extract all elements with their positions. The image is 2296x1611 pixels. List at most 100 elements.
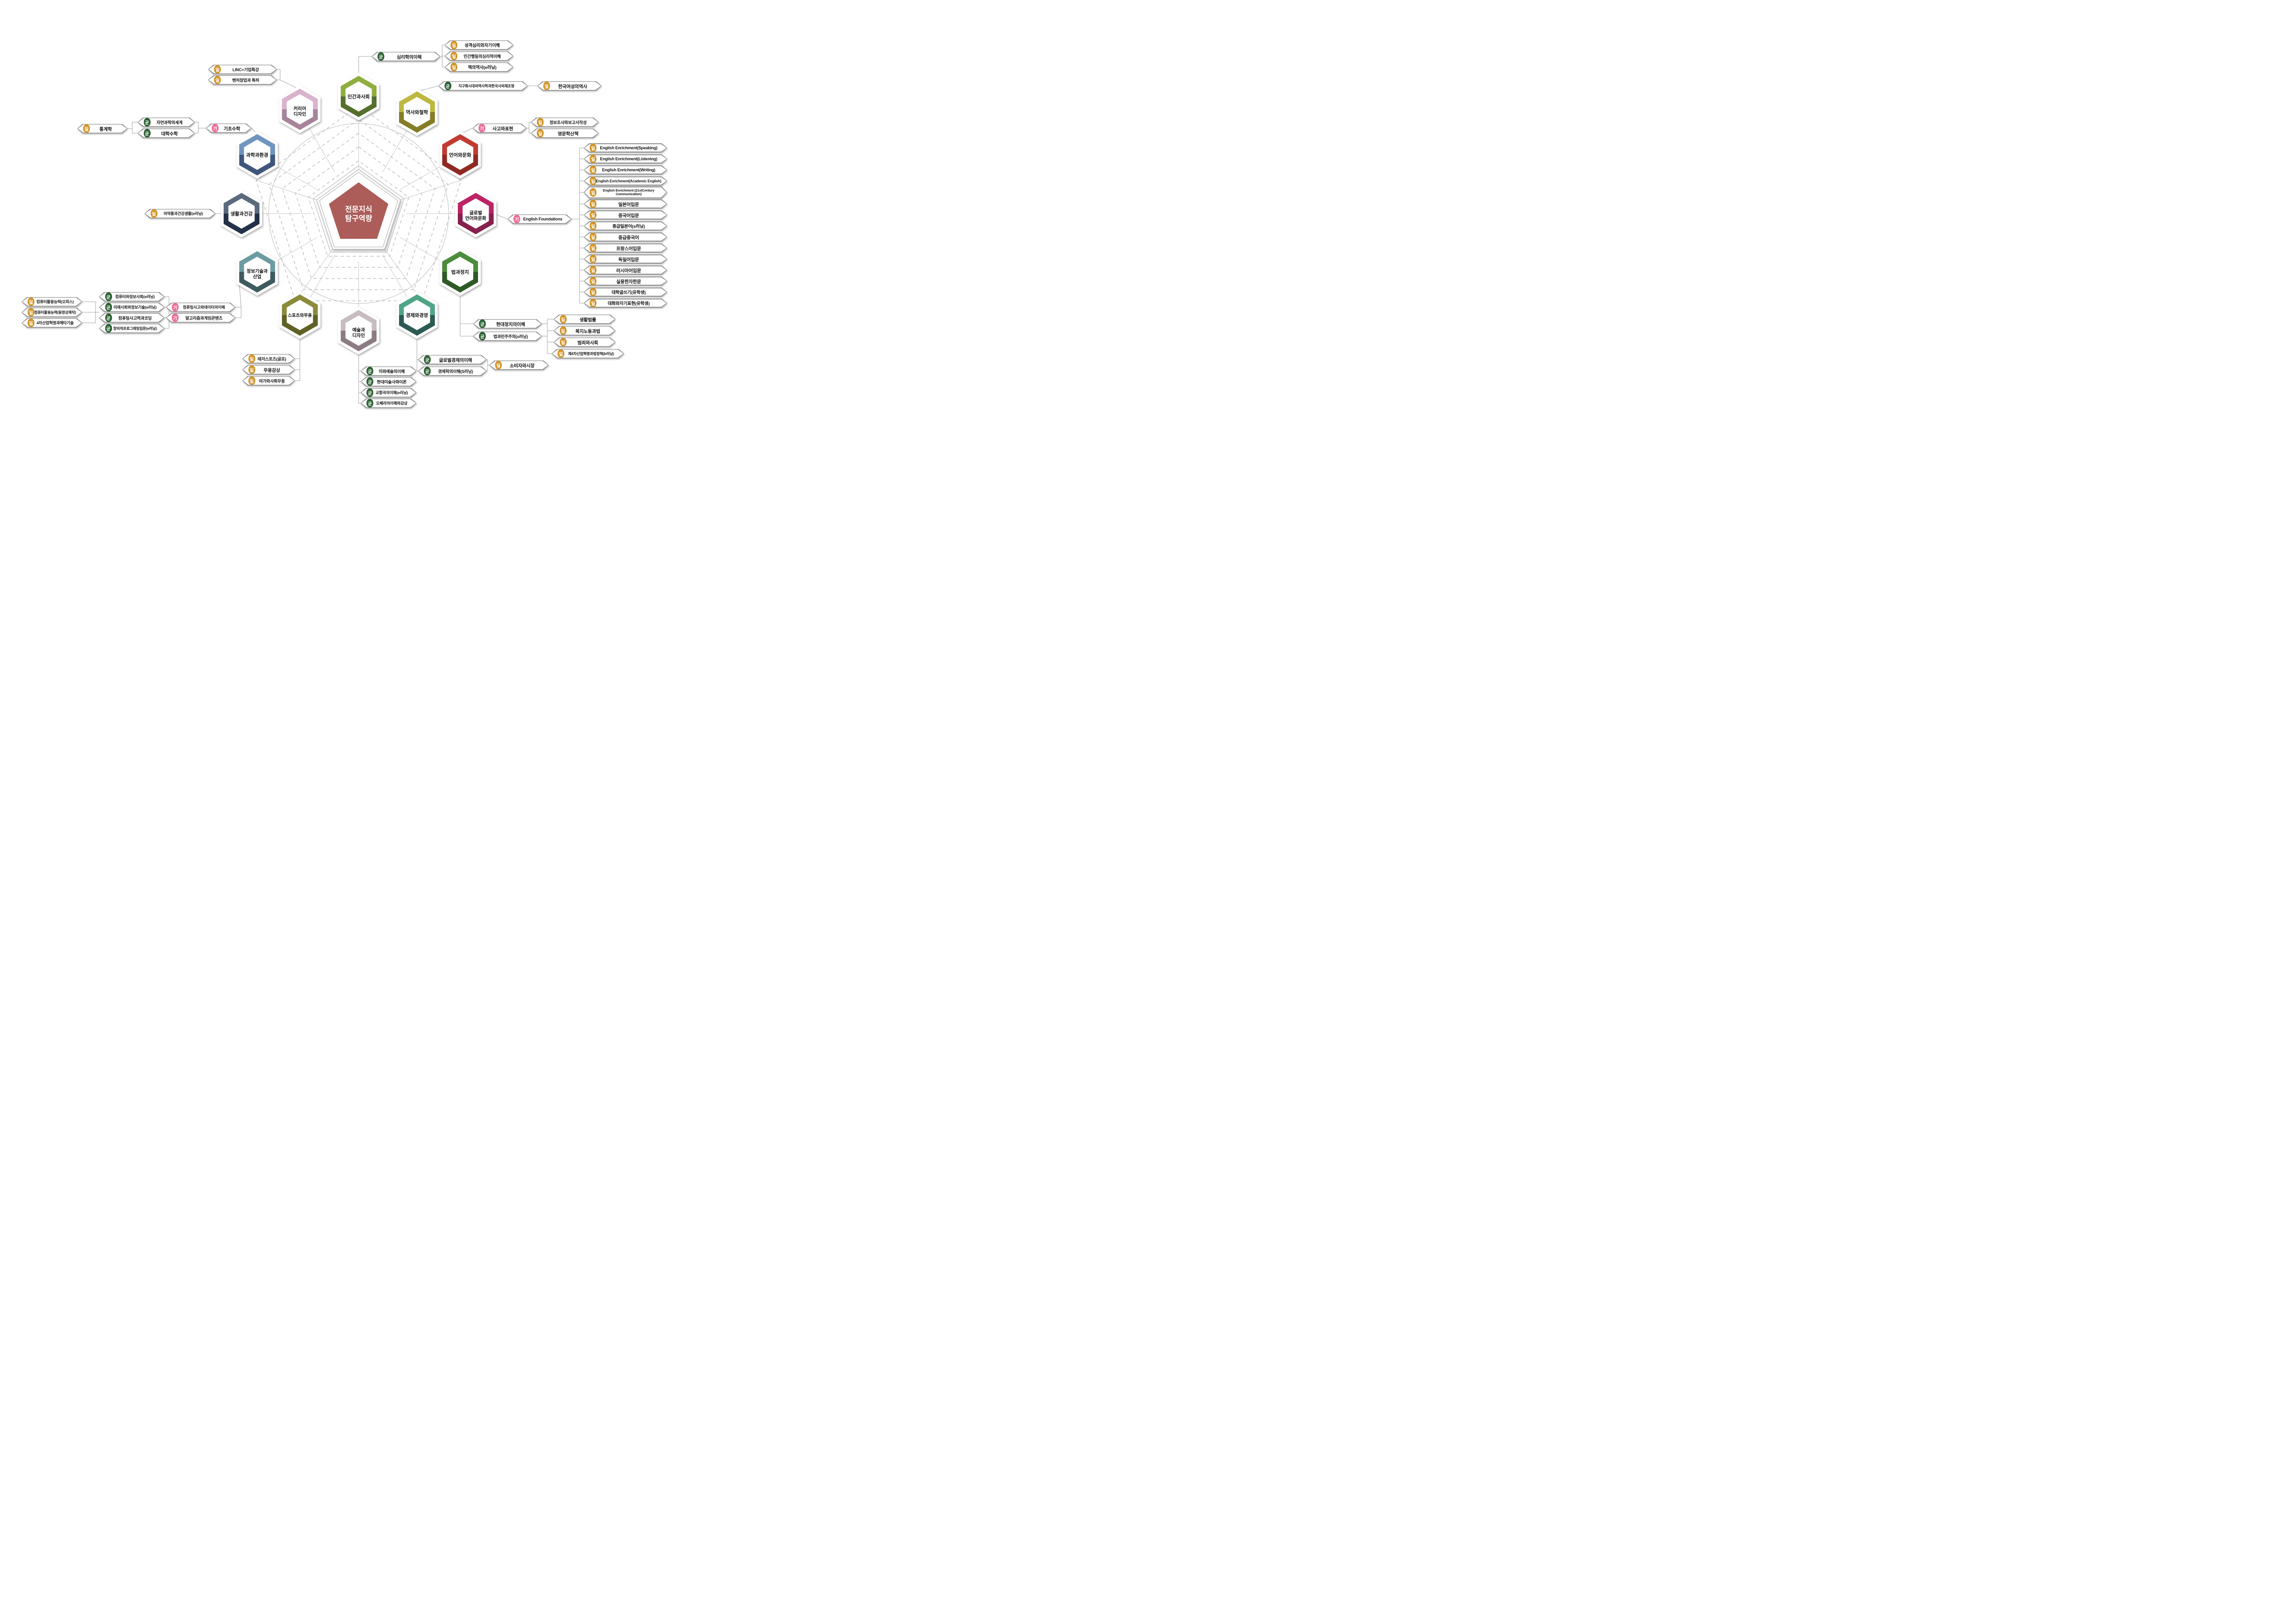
course-label: 통계학 [99, 127, 112, 132]
course-chip: 균 교향곡의이해(e러닝) [360, 388, 416, 398]
course-label: 대학글쓰기(유학생) [611, 290, 646, 295]
category-label: 언어와문화 [465, 215, 487, 221]
category-hexagon-sports-dance: 스포츠와무용 [279, 291, 321, 339]
category-label: 디자인 [293, 111, 306, 117]
course-type-badge: 일 [557, 349, 564, 358]
course-chip: 균 현대정치의이해 [473, 319, 542, 329]
course-chip: 균 미와예술의이해 [360, 366, 416, 376]
chip-background [585, 288, 667, 296]
course-type-badge: 일 [450, 51, 457, 61]
course-chip: 기 알고리즘과게임콘텐츠 [166, 313, 236, 323]
course-type-badge: 균 [424, 366, 431, 376]
course-label: 미와예술의이해 [378, 369, 405, 374]
course-label: English Enrichment(Writing) [602, 168, 655, 172]
chip-background [585, 166, 667, 174]
course-type-badge: 일 [590, 210, 597, 220]
course-chip: 일 소비자와시장 [489, 361, 549, 370]
chip-background [445, 41, 513, 49]
category-label: 언어와문화 [449, 152, 472, 158]
chip-background [167, 314, 235, 322]
chip-background [473, 124, 526, 132]
category-label: 스포츠와무용 [288, 313, 312, 318]
course-label: 경제학의이해(S러닝) [438, 369, 473, 374]
category-label: 글로벌 [469, 210, 482, 216]
course-type-badge: 일 [590, 154, 597, 163]
category-label: 커리어 [293, 106, 306, 112]
course-chip: 균 글로벌경제의이해 [418, 355, 487, 365]
chip-background [145, 209, 215, 218]
course-chip: 균 법과민주주의(s러닝) [473, 332, 542, 341]
chip-background [552, 349, 624, 358]
course-label: 러시아어입문 [616, 268, 641, 274]
course-label: 컴퓨터활용능력(동영상제작) [34, 310, 76, 315]
category-label: 법과정치 [451, 269, 469, 275]
chip-background [532, 118, 598, 126]
course-label: 컴퓨터활용능력(오피스) [36, 299, 74, 304]
course-label: 소비자와시장 [510, 363, 535, 369]
category-label: 인간과사회 [348, 94, 370, 100]
course-type-badge: 일 [590, 287, 597, 297]
course-type-badge: 일 [590, 299, 597, 308]
chip-background [538, 82, 601, 90]
chip-background [100, 324, 164, 332]
chip-background [490, 361, 548, 369]
course-type-badge: 일 [590, 199, 597, 208]
category-label: 과학과환경 [246, 152, 268, 158]
course-type-badge: 일 [450, 40, 457, 50]
course-label: 한국여성의역사 [558, 84, 587, 90]
course-chip: 일 일본어입문 [584, 199, 667, 208]
course-label: 미래사회와정보기술(e러닝) [113, 305, 157, 310]
course-label: 영문학산책 [557, 131, 579, 137]
course-chip: 일 생활법률 [554, 315, 616, 324]
course-chip: 일 여가와사회무용 [242, 376, 295, 386]
course-chip: 일 대화와자기표현(유학생) [584, 299, 667, 308]
course-chip: 일 성격심리와자기이해 [445, 40, 513, 50]
course-type-badge: 균 [105, 292, 112, 301]
course-chip: 균 창의적프로그래밍입문(e러닝) [99, 324, 165, 333]
course-chip: 일 범죄와사회 [554, 338, 616, 347]
course-chip: 일 중급중국어 [584, 232, 667, 242]
chip-background [100, 293, 164, 301]
course-type-badge: 일 [537, 118, 544, 127]
course-chip: 일 복지노동과법 [554, 326, 616, 336]
chip-background [138, 129, 194, 137]
course-type-badge: 균 [424, 355, 431, 364]
chip-background [419, 367, 486, 375]
course-label: 책의역사(e러닝) [467, 65, 497, 70]
course-chip: 일 중국어입문 [584, 210, 667, 220]
course-type-badge: 일 [590, 232, 597, 242]
course-label: 창의적프로그래밍입문(e러닝) [113, 326, 157, 331]
course-label: 여가와사회무용 [259, 378, 285, 383]
course-type-badge: 기 [172, 303, 179, 312]
course-label: 대학수학 [161, 131, 178, 137]
course-type-badge: 일 [590, 276, 597, 286]
course-label: 중급중국어 [618, 235, 639, 241]
course-type-badge: 일 [590, 265, 597, 275]
chip-background [585, 244, 667, 252]
course-type-badge: 기 [478, 124, 485, 133]
category-hexagon-law-politics: 법과정치 [439, 248, 481, 296]
course-label: 성격심리와자기이해 [464, 43, 500, 48]
course-chip: 균 미래사회와정보기술(e러닝) [99, 303, 165, 312]
course-label: 프랑스어입문 [616, 246, 641, 252]
course-chip: 균 대학수학 [138, 129, 195, 138]
course-chip: 일 인간행동의심리적이해 [445, 51, 513, 61]
course-type-badge: 일 [559, 326, 567, 335]
course-chip: 일 컴퓨터활용능력(동영상제작) [22, 308, 82, 317]
course-type-badge: 일 [590, 176, 597, 186]
course-label: 정보조사와보고서작성 [549, 120, 587, 125]
course-label: 독일어입문 [618, 257, 639, 263]
chip-background [78, 124, 127, 133]
course-label: 중급일본어(s러닝) [612, 224, 645, 229]
course-label: 대화와자기표현(유학생) [608, 301, 650, 306]
course-label: 실용한자한문 [616, 279, 641, 285]
chip-background [474, 320, 541, 328]
center-title-line1: 전문지식 [345, 205, 372, 214]
chip-background [361, 367, 416, 375]
course-type-badge: 균 [366, 399, 373, 408]
category-label: 산업 [253, 274, 261, 280]
course-label: English Enrichment (21stCentury Communic… [602, 188, 655, 196]
chip-background [167, 303, 235, 311]
